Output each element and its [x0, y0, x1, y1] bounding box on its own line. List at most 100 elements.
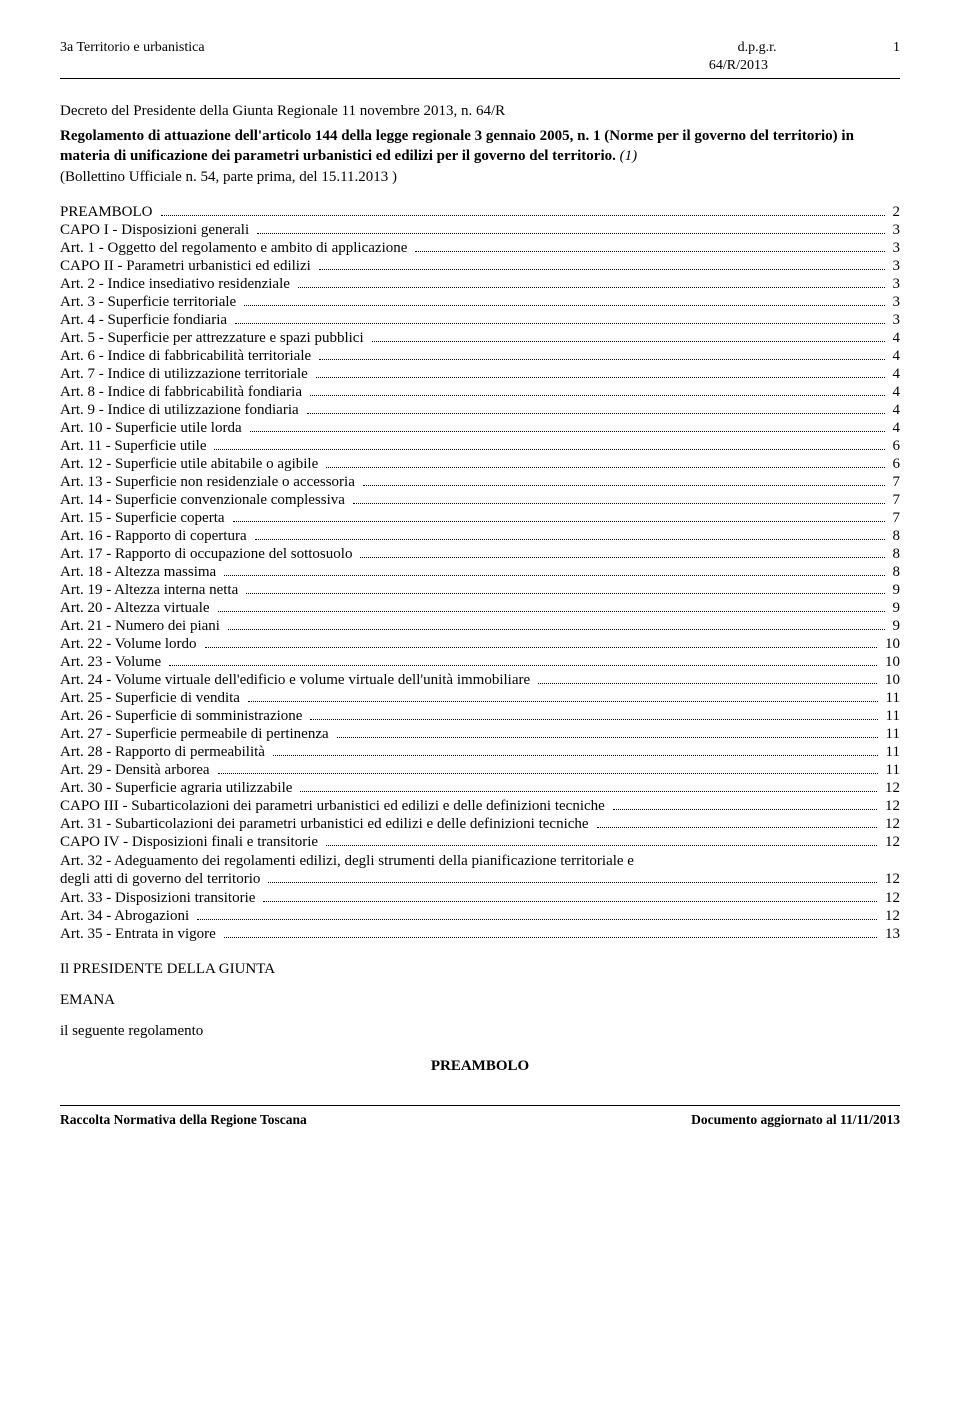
toc-line: CAPO II - Parametri urbanistici ed edili… — [60, 258, 900, 275]
toc-dots — [246, 593, 884, 594]
header-right-sub: 64/R/2013 — [709, 58, 900, 74]
toc-page: 12 — [881, 834, 900, 851]
header-sub-row: 64/R/2013 — [60, 58, 900, 74]
toc-label: PREAMBOLO — [60, 204, 157, 221]
toc-dots — [360, 557, 884, 558]
toc-dots — [263, 901, 877, 902]
toc-page: 11 — [882, 726, 900, 743]
header-right-top: d.p.g.r. — [738, 40, 777, 55]
toc-line: Art. 9 - Indice di utilizzazione fondiar… — [60, 402, 900, 419]
toc-label: CAPO I - Disposizioni generali — [60, 222, 253, 239]
toc-label: Art. 2 - Indice insediativo residenziale — [60, 276, 294, 293]
toc-label: Art. 11 - Superficie utile — [60, 438, 210, 455]
toc-line: CAPO I - Disposizioni generali3 — [60, 222, 900, 239]
toc-label: Art. 17 - Rapporto di occupazione del so… — [60, 546, 356, 563]
toc-label: Art. 6 - Indice di fabbricabilità territ… — [60, 348, 315, 365]
toc-label: Art. 27 - Superficie permeabile di perti… — [60, 726, 333, 743]
footer-row: Raccolta Normativa della Regione Toscana… — [60, 1112, 900, 1128]
toc-page: 12 — [881, 908, 900, 925]
toc-line: Art. 1 - Oggetto del regolamento e ambit… — [60, 240, 900, 257]
toc-label: Art. 22 - Volume lordo — [60, 636, 201, 653]
toc-line: Art. 30 - Superficie agraria utilizzabil… — [60, 780, 900, 797]
toc-dots — [372, 341, 885, 342]
page-container: 3a Territorio e urbanistica d.p.g.r. 1 6… — [0, 0, 960, 1158]
toc-line: Art. 27 - Superficie permeabile di perti… — [60, 726, 900, 743]
toc-label: Art. 4 - Superficie fondiaria — [60, 312, 231, 329]
toc-page: 6 — [889, 438, 901, 455]
toc-page: 13 — [881, 926, 900, 943]
toc-page: 10 — [881, 672, 900, 689]
header-left-top: 3a Territorio e urbanistica — [60, 40, 205, 56]
toc-dots — [273, 755, 878, 756]
toc-line: CAPO III - Subarticolazioni dei parametr… — [60, 798, 900, 815]
toc-page: 7 — [889, 474, 901, 491]
toc-line: Art. 35 - Entrata in vigore 13 — [60, 926, 900, 943]
toc-label: Art. 3 - Superficie territoriale — [60, 294, 240, 311]
toc-page: 6 — [889, 456, 901, 473]
toc-label: degli atti di governo del territorio — [60, 870, 264, 889]
toc-label: Art. 29 - Densità arborea — [60, 762, 214, 779]
toc-label: Art. 28 - Rapporto di permeabilità — [60, 744, 269, 761]
toc-dots — [326, 467, 884, 468]
seguente-line: il seguente regolamento — [60, 1023, 900, 1040]
toc-page: 4 — [889, 384, 901, 401]
toc-label: Art. 19 - Altezza interna netta — [60, 582, 242, 599]
toc-dots — [255, 539, 885, 540]
toc-label: Art. 18 - Altezza massima — [60, 564, 220, 581]
toc-dots — [235, 323, 884, 324]
toc-dots — [298, 287, 885, 288]
toc-label: Art. 8 - Indice di fabbricabilità fondia… — [60, 384, 306, 401]
toc-label: Art. 16 - Rapporto di copertura — [60, 528, 251, 545]
toc-label: Art. 12 - Superficie utile abitabile o a… — [60, 456, 322, 473]
toc-dots — [257, 233, 884, 234]
toc-label: Art. 13 - Superficie non residenziale o … — [60, 474, 359, 491]
toc-dots — [319, 359, 884, 360]
toc-label: Art. 7 - Indice di utilizzazione territo… — [60, 366, 312, 383]
presidente-line: Il PRESIDENTE DELLA GIUNTA — [60, 961, 900, 978]
toc-dots — [248, 701, 878, 702]
toc-line: Art. 10 - Superficie utile lorda4 — [60, 420, 900, 437]
toc-line: Art. 28 - Rapporto di permeabilità11 — [60, 744, 900, 761]
toc-label: Art. 25 - Superficie di vendita — [60, 690, 244, 707]
toc-page: 10 — [881, 636, 900, 653]
toc-label: Art. 14 - Superficie convenzionale compl… — [60, 492, 349, 509]
toc-label: Art. 24 - Volume virtuale dell'edificio … — [60, 672, 534, 689]
toc-line: Art. 16 - Rapporto di copertura8 — [60, 528, 900, 545]
decree-bold-text: Regolamento di attuazione dell'articolo … — [60, 128, 854, 164]
toc-label: CAPO III - Subarticolazioni dei parametr… — [60, 798, 609, 815]
toc-dots — [214, 449, 884, 450]
toc-line: Art. 13 - Superficie non residenziale o … — [60, 474, 900, 491]
toc-label: Art. 35 - Entrata in vigore — [60, 926, 220, 943]
toc-dots — [316, 377, 885, 378]
decree-line1: Decreto del Presidente della Giunta Regi… — [60, 103, 900, 120]
header-page-number: 1 — [780, 40, 900, 56]
footer-rule — [60, 1105, 900, 1106]
toc-line: Art. 15 - Superficie coperta7 — [60, 510, 900, 527]
header-rule — [60, 78, 900, 79]
toc-line: Art. 20 - Altezza virtuale9 — [60, 600, 900, 617]
toc-label: Art. 33 - Disposizioni transitorie — [60, 890, 259, 907]
toc-line-wrap: Art. 32 - Adeguamento dei regolamenti ed… — [60, 852, 900, 890]
toc-label: Art. 1 - Oggetto del regolamento e ambit… — [60, 240, 411, 257]
toc-dots — [268, 882, 877, 883]
toc-dots — [597, 827, 877, 828]
toc-page: 3 — [889, 240, 901, 257]
toc-line: Art. 22 - Volume lordo 10 — [60, 636, 900, 653]
toc-page: 3 — [889, 258, 901, 275]
toc-line: Art. 23 - Volume10 — [60, 654, 900, 671]
decree-bold-suffix: (1) — [616, 148, 637, 164]
emana-line: EMANA — [60, 992, 900, 1009]
toc-page: 10 — [881, 654, 900, 671]
toc-page: 12 — [881, 780, 900, 797]
toc-label: Art. 20 - Altezza virtuale — [60, 600, 214, 617]
toc-dots — [161, 215, 885, 216]
toc-label: Art. 32 - Adeguamento dei regolamenti ed… — [60, 852, 900, 871]
toc-line: Art. 5 - Superficie per attrezzature e s… — [60, 330, 900, 347]
toc-line: Art. 26 - Superficie di somministrazione… — [60, 708, 900, 725]
footer-left: Raccolta Normativa della Regione Toscana — [60, 1112, 307, 1128]
toc-page: 3 — [889, 312, 901, 329]
toc-page: 3 — [889, 294, 901, 311]
toc-page: 4 — [889, 366, 901, 383]
toc-line: Art. 29 - Densità arborea11 — [60, 762, 900, 779]
toc-dots — [250, 431, 885, 432]
